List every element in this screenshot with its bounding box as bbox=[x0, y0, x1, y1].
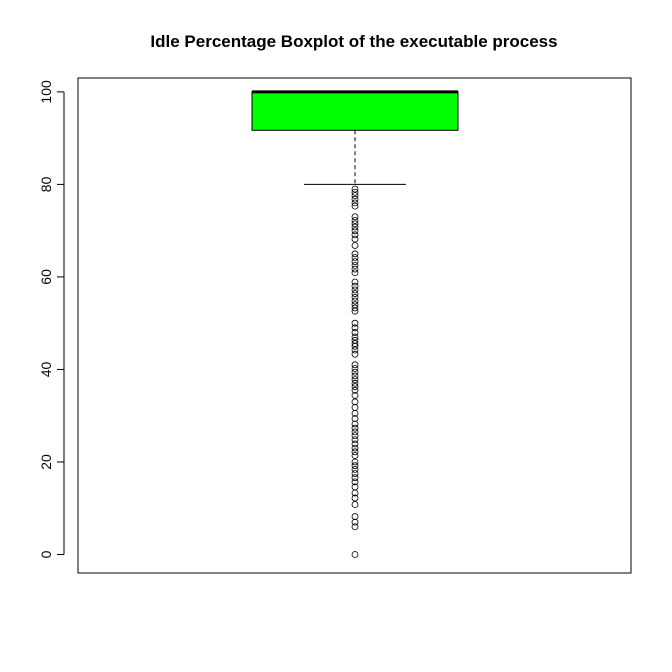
outlier-point bbox=[351, 403, 359, 411]
outlier-point bbox=[351, 258, 359, 266]
outlier-point bbox=[351, 513, 359, 520]
y-tick-label: 100 bbox=[38, 80, 54, 104]
outlier-point bbox=[351, 235, 359, 243]
outlier-point bbox=[351, 195, 359, 203]
outlier-point bbox=[351, 217, 359, 224]
outlier-point bbox=[351, 372, 359, 380]
outlier-point bbox=[351, 250, 359, 258]
outlier-point bbox=[351, 398, 359, 406]
outlier-point bbox=[351, 361, 359, 369]
outlier-point bbox=[351, 440, 359, 448]
outlier-point bbox=[351, 452, 359, 459]
outlier-point bbox=[351, 501, 359, 508]
outlier-point bbox=[351, 220, 359, 228]
outlier-point bbox=[351, 297, 359, 305]
outlier-point bbox=[351, 462, 359, 470]
outlier-point bbox=[351, 523, 359, 531]
iqr-box bbox=[251, 91, 459, 131]
outlier-point bbox=[351, 261, 359, 269]
outlier-point bbox=[351, 192, 359, 199]
outlier-point bbox=[351, 199, 359, 207]
outlier-point bbox=[351, 444, 359, 452]
outlier-point bbox=[351, 301, 359, 309]
outlier-points bbox=[351, 185, 359, 558]
plot-frame bbox=[77, 77, 632, 574]
outlier-point bbox=[351, 213, 359, 221]
outlier-point bbox=[351, 420, 359, 428]
outlier-point bbox=[351, 518, 359, 526]
outlier-point bbox=[351, 278, 359, 286]
outlier-point bbox=[351, 227, 359, 235]
outlier-point bbox=[351, 458, 359, 466]
y-axis: 0 20 40 60 80 100 bbox=[38, 80, 65, 558]
y-tick-label: 80 bbox=[38, 176, 54, 192]
outlier-point bbox=[351, 424, 359, 432]
outlier-point bbox=[351, 242, 359, 249]
outlier-point bbox=[351, 346, 359, 354]
outlier-point bbox=[351, 368, 359, 376]
outlier-point bbox=[351, 223, 359, 231]
outlier-point bbox=[351, 254, 359, 261]
outlier-point bbox=[351, 293, 359, 301]
outlier-point bbox=[351, 448, 359, 456]
outlier-point bbox=[351, 319, 359, 327]
outlier-point bbox=[351, 383, 359, 390]
outlier-point bbox=[351, 489, 359, 497]
outlier-point bbox=[351, 465, 359, 473]
outlier-point bbox=[351, 379, 359, 387]
outlier-point bbox=[351, 494, 359, 502]
outlier-point bbox=[351, 551, 359, 558]
outlier-point bbox=[351, 365, 359, 372]
outlier-point bbox=[351, 265, 359, 273]
outlier-point bbox=[351, 231, 359, 239]
outlier-point bbox=[351, 428, 359, 436]
y-tick-label: 0 bbox=[38, 550, 54, 558]
outlier-point bbox=[351, 470, 359, 477]
outlier-point bbox=[351, 391, 359, 399]
outlier-point bbox=[351, 432, 359, 440]
outlier-point bbox=[351, 340, 359, 347]
outlier-point bbox=[351, 333, 359, 341]
outlier-point bbox=[351, 350, 359, 358]
outlier-point bbox=[351, 282, 359, 290]
outlier-point bbox=[351, 286, 359, 294]
outlier-point bbox=[351, 290, 359, 297]
outlier-point bbox=[351, 376, 359, 384]
y-tick-label: 20 bbox=[38, 454, 54, 470]
outlier-point bbox=[351, 202, 359, 210]
outlier-point bbox=[351, 436, 359, 444]
outlier-point bbox=[351, 386, 359, 394]
boxplot bbox=[251, 90, 459, 185]
y-tick-label: 60 bbox=[38, 269, 54, 285]
outlier-point bbox=[351, 307, 359, 315]
outlier-point bbox=[351, 324, 359, 332]
outlier-point bbox=[351, 342, 359, 350]
outlier-point bbox=[351, 304, 359, 312]
outlier-point bbox=[351, 409, 359, 417]
chart-title: Idle Percentage Boxplot of the executabl… bbox=[150, 32, 557, 51]
outlier-point bbox=[351, 269, 359, 277]
y-tick-label: 40 bbox=[38, 361, 54, 377]
outlier-point bbox=[351, 329, 359, 336]
outlier-point bbox=[351, 415, 359, 422]
outlier-point bbox=[351, 188, 359, 196]
outlier-point bbox=[351, 474, 359, 482]
outlier-point bbox=[351, 185, 359, 193]
outlier-point bbox=[351, 478, 359, 486]
